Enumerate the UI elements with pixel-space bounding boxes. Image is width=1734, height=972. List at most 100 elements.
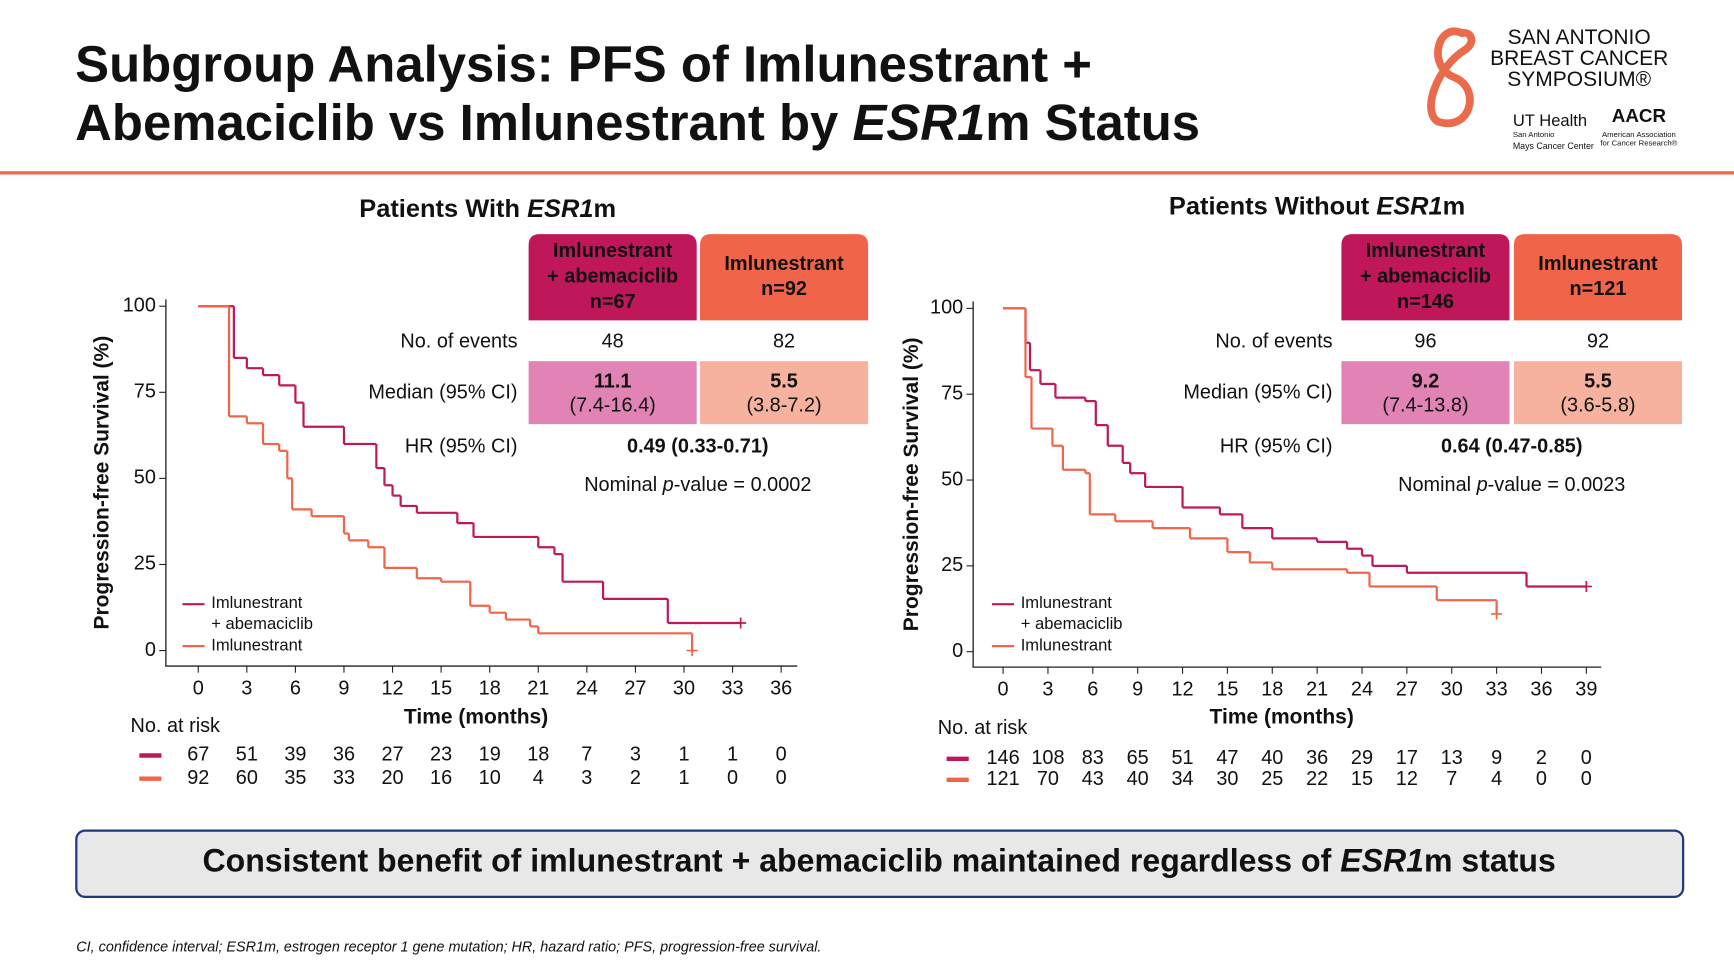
x-tick-label: 15: [430, 677, 452, 699]
legend-label: Imlunestrant + abemaciclib: [1021, 594, 1123, 634]
risk-number: 12: [1396, 768, 1418, 790]
risk-number: 2: [630, 767, 641, 789]
km-drop: [1024, 308, 1498, 614]
risk-number: 40: [1127, 768, 1149, 790]
y-tick-label: 75: [941, 382, 963, 404]
median-ci: (3.8-7.2): [746, 395, 821, 417]
median-ci: (3.6-5.8): [1560, 395, 1635, 417]
risk-number: 0: [1536, 768, 1547, 790]
chart-title: Patients With ESR1m: [359, 195, 616, 223]
slide-title-part: Abemaciclib vs Imlunestrant by: [75, 94, 852, 151]
risk-number: 20: [381, 767, 403, 789]
column-header-text: n=92: [761, 278, 807, 300]
risk-number: 65: [1127, 747, 1149, 769]
slide-title-part: Subgroup Analysis: PFS of Imlunestrant +: [75, 36, 1092, 93]
x-tick-label: 18: [1261, 679, 1283, 701]
x-axis-label: Time (months): [1210, 706, 1354, 729]
censor-mark: [1491, 608, 1503, 620]
x-tick-label: 30: [1441, 679, 1463, 701]
p-value-part: -value = 0.0023: [1488, 474, 1626, 496]
risk-number: 18: [527, 744, 549, 766]
median-cell: [1341, 361, 1510, 425]
p-value-part: Nominal: [584, 474, 662, 496]
risk-number: 27: [381, 744, 403, 766]
column-header-text: Imlunestrant: [1538, 253, 1658, 275]
p-value-part: p: [1476, 474, 1488, 496]
x-tick-label: 15: [1216, 679, 1238, 701]
x-tick-label: 27: [624, 677, 646, 699]
risk-number: 10: [479, 767, 501, 789]
chart-title-part: m: [594, 195, 617, 223]
risk-number: 43: [1082, 768, 1104, 790]
column-header-text: n=146: [1397, 291, 1454, 313]
slide-title-part: m Status: [985, 94, 1200, 151]
axes: [972, 301, 1602, 668]
x-tick-label: 3: [1042, 679, 1053, 701]
risk-label: No. at risk: [130, 715, 220, 737]
risk-number: 146: [986, 747, 1019, 769]
chart-title-part: ESR1: [1376, 192, 1442, 220]
column-header: [700, 234, 869, 321]
km-drop: [227, 306, 694, 651]
x-tick-label: 24: [1351, 679, 1373, 701]
risk-number: 2: [1536, 747, 1547, 769]
legend-label-part: + abemaciclib: [211, 615, 313, 634]
risk-number: 0: [776, 744, 787, 766]
legend-label: Imlunestrant + abemaciclib: [211, 594, 313, 634]
column-header-text: + abemaciclib: [1360, 265, 1491, 287]
risk-number: 51: [236, 744, 258, 766]
censor-mark: [686, 645, 698, 657]
risk-number: 39: [284, 744, 306, 766]
row-label: Median (95% CI): [1183, 381, 1332, 403]
chart-title: Patients Without ESR1m: [1169, 192, 1465, 220]
events-value: 82: [773, 331, 795, 353]
chart-title-part: m: [1443, 192, 1466, 220]
y-tick-label: 25: [134, 553, 156, 575]
x-axis-label: Time (months): [404, 706, 548, 729]
risk-number: 108: [1031, 747, 1064, 769]
risk-number: 3: [581, 767, 592, 789]
column-header-text: Imlunestrant: [1366, 240, 1486, 262]
x-tick-label: 21: [527, 677, 549, 699]
risk-number: 29: [1351, 747, 1373, 769]
risk-number: 1: [727, 744, 738, 766]
risk-number: 0: [727, 767, 738, 789]
risk-number: 0: [1581, 747, 1592, 769]
legend-label: Imlunestrant: [1021, 636, 1113, 655]
row-label: No. of events: [1215, 331, 1332, 353]
x-tick-label: 9: [338, 677, 349, 699]
risk-number: 9: [1491, 747, 1502, 769]
risk-number: 36: [1306, 747, 1328, 769]
risk-number: 51: [1171, 747, 1193, 769]
x-tick-label: 36: [770, 677, 792, 699]
x-tick-label: 24: [576, 677, 598, 699]
risk-number: 92: [187, 767, 209, 789]
x-tick-label: 21: [1306, 679, 1328, 701]
censor-mark: [1580, 580, 1592, 592]
risk-number: 30: [1216, 768, 1238, 790]
conclusion-box: [75, 829, 1685, 898]
row-label: No. of events: [400, 331, 517, 353]
y-tick-label: 25: [941, 554, 963, 576]
conclusion-part: Consistent benefit of imlunestrant + abe…: [202, 843, 1340, 879]
logo-text: UT Health: [1513, 111, 1587, 130]
logo-text: American Association: [1602, 130, 1676, 139]
risk-number: 1: [678, 744, 689, 766]
row-label: HR (95% CI): [1220, 436, 1333, 458]
risk-number: 40: [1261, 747, 1283, 769]
x-tick-label: 12: [1171, 679, 1193, 701]
chart-title-part: Patients Without: [1169, 192, 1376, 220]
km-drop: [232, 306, 669, 624]
risk-number: 7: [1446, 768, 1457, 790]
risk-number: 22: [1306, 768, 1328, 790]
conclusion-part: ESR1: [1340, 843, 1424, 879]
risk-number: 4: [1491, 768, 1502, 790]
column-header-text: Imlunestrant: [724, 253, 844, 275]
x-tick-label: 36: [1530, 679, 1552, 701]
column-header: [528, 234, 697, 321]
logo-text: BREAST CANCER: [1490, 47, 1668, 70]
slide-title: Subgroup Analysis: PFS of Imlunestrant +: [75, 36, 1092, 93]
risk-number: 33: [333, 767, 355, 789]
median-value: 11.1: [594, 370, 632, 392]
logo-text: SAN ANTONIO: [1508, 26, 1651, 49]
